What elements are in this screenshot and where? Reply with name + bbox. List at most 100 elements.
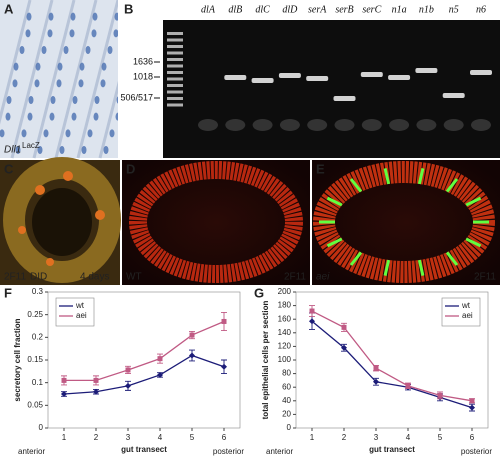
stain-label: 2F11 [474, 272, 496, 283]
villus-edge [10, 0, 54, 159]
stained-cell [35, 62, 41, 71]
y-tick-label: 0.1 [32, 378, 44, 387]
gel-band [442, 93, 465, 98]
gel-band [388, 75, 411, 80]
point [61, 377, 67, 383]
legend-box [441, 297, 481, 327]
primer-smear [279, 119, 300, 131]
point [125, 367, 131, 373]
primer-smear [389, 119, 410, 131]
genotype-label: WT [126, 272, 142, 283]
point [93, 388, 99, 395]
y-tick-label: 0.25 [27, 310, 43, 319]
x-axis-label: gut transect [369, 445, 415, 454]
ladder-band [167, 64, 183, 68]
x-tick-label: 5 [190, 433, 195, 442]
series-line [311, 320, 473, 409]
green-cell [326, 237, 343, 248]
stained-cell [57, 62, 63, 71]
stain-label: 2F11 [284, 272, 306, 283]
legend-label: wt [461, 301, 471, 310]
x-tick-label: 1 [310, 433, 315, 442]
x-end-label: posterior [213, 447, 244, 456]
gel-band [360, 72, 383, 77]
epithelium [129, 161, 303, 283]
stained-cell [92, 12, 98, 21]
stained-cell [103, 146, 109, 154]
point [221, 318, 227, 324]
ladder-band [167, 90, 183, 94]
stained-cell [107, 46, 113, 54]
point [309, 318, 315, 325]
y-axis-label: total epithelial cells per section [261, 301, 270, 420]
gel-band [306, 76, 329, 81]
caption: Dll1 [4, 145, 21, 156]
stained-cell [26, 12, 32, 21]
size-marker: 1636 [133, 56, 153, 66]
y-tick-label: 100 [278, 355, 292, 364]
gel-band [333, 96, 356, 101]
stained-cell [47, 29, 53, 38]
panel-label: D [126, 161, 135, 176]
x-tick-label: 3 [374, 433, 379, 442]
green-cell [417, 259, 425, 276]
y-tick-label: 200 [278, 287, 292, 296]
panel-label: A [4, 1, 14, 16]
lumen [32, 188, 92, 256]
ladder-band [167, 45, 183, 48]
lane-label: dlB [228, 4, 242, 15]
size-marker: 1018 [133, 71, 153, 81]
ladder-band [167, 84, 183, 87]
caption-superscript: LacZ [22, 141, 40, 150]
panel-label: B [124, 1, 133, 16]
point [309, 308, 315, 314]
size-marker: 506/517 [120, 92, 153, 102]
cell [18, 226, 26, 234]
green-cell [383, 259, 391, 276]
stained-cell [91, 29, 97, 38]
lane-label: n1b [419, 4, 434, 15]
stained-cell [81, 146, 87, 154]
cell [63, 171, 73, 181]
legend-label: aei [462, 311, 473, 320]
stained-cell [78, 79, 84, 88]
stained-cell [12, 79, 18, 88]
cell [46, 258, 54, 266]
gel-lanes: dlA dlB dlC dlD serA serB serC n1a n1b n5 n6 1636 10… [120, 4, 492, 131]
lane-label: serC [362, 4, 381, 15]
x-tick-label: 2 [342, 433, 347, 442]
x-end-label: posterior [461, 447, 492, 456]
panel-label: F [4, 285, 12, 300]
stained-cell [34, 79, 40, 88]
primer-smear [334, 119, 355, 131]
point [373, 378, 379, 385]
primer-smear [443, 119, 464, 131]
stained-cell [70, 12, 76, 21]
point [61, 391, 67, 397]
stained-cell [71, 112, 77, 121]
x-tick-label: 3 [126, 433, 131, 442]
x-tick-label: 5 [438, 433, 443, 442]
gel-band [415, 68, 438, 73]
y-tick-label: 0.05 [27, 400, 43, 409]
stained-cell [25, 29, 31, 38]
y-tick-label: 160 [278, 314, 292, 323]
stained-cell [109, 129, 115, 138]
stained-cell [28, 96, 34, 104]
stained-cell [69, 29, 75, 38]
point [189, 332, 195, 338]
y-tick-label: 20 [282, 410, 291, 419]
series-line [63, 354, 225, 395]
stained-cell [113, 29, 119, 38]
point [221, 363, 227, 370]
y-tick-label: 40 [282, 396, 291, 405]
lane-label: serA [308, 4, 327, 15]
stained-cell [50, 96, 56, 104]
x-tick-label: 1 [62, 433, 67, 442]
stained-cell [27, 112, 33, 121]
y-tick-label: 0.2 [32, 332, 44, 341]
gel [163, 20, 500, 158]
stained-cell [21, 129, 27, 138]
stained-cell [100, 79, 106, 88]
legend-box [55, 297, 95, 327]
